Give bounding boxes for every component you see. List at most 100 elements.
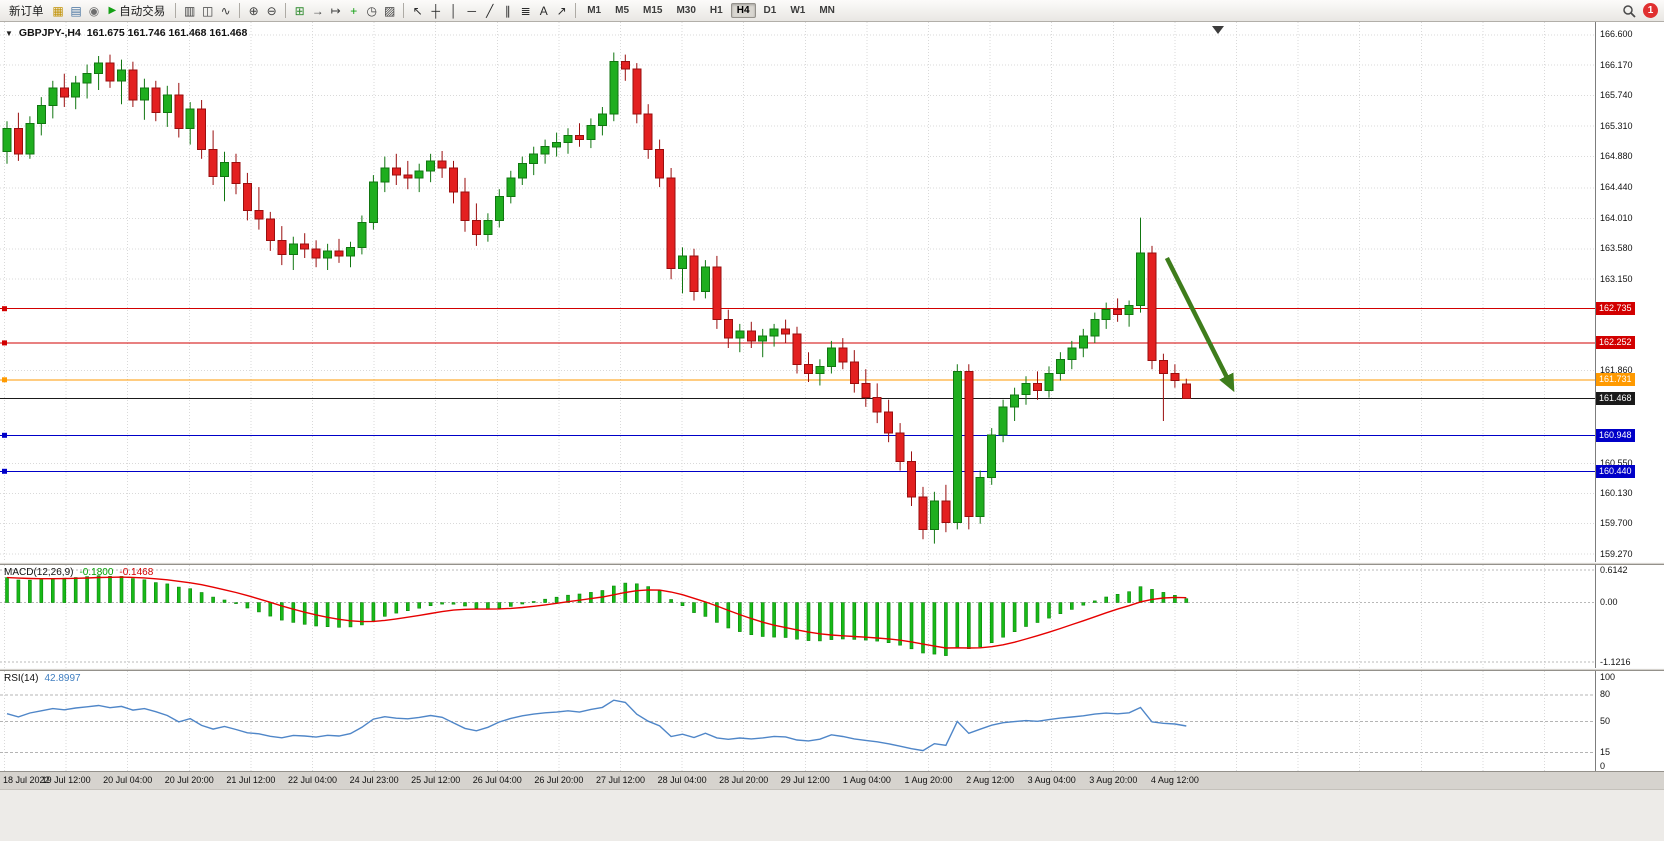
trendline-icon[interactable]: ╱	[486, 3, 494, 18]
zoom-out-icon[interactable]: ⊖	[266, 3, 277, 18]
toolbar-separator	[403, 3, 405, 18]
timeframe-toolbar: M1 M5 M15 M30 H1 H4 D1 W1 MN	[580, 3, 842, 18]
timeframe-M15[interactable]: M15	[643, 5, 663, 16]
rsi-chart-canvas[interactable]	[0, 671, 1595, 771]
timeframe-MN[interactable]: MN	[819, 5, 835, 16]
top-toolbar: 新订单 ▦ ▤ ◉ ▶ 自动交易 ▥ ◫ ∿ ⊕ ⊖ ⊞ → ↦ + ◷ ▨ ↖ ┼ │ ─ ╱ ∥ ≣ A ↗ M1 M5 M15 M…	[0, 0, 1664, 22]
trend-arrow[interactable]	[1164, 256, 1235, 393]
horizontal-line-160.948[interactable]	[0, 432, 1595, 438]
new-order-button-label: 新订单	[9, 5, 44, 18]
time-axis-label: 3 Aug 20:00	[1089, 775, 1138, 785]
macd-chart-canvas[interactable]	[0, 565, 1595, 668]
horizontal-line-160.440[interactable]	[0, 468, 1595, 474]
time-axis-label: 2 Aug 12:00	[966, 775, 1015, 785]
macd-histogram	[5, 575, 1189, 656]
price-line-badge: 160.948	[1596, 428, 1635, 442]
time-axis-label: 25 Jul 12:00	[411, 775, 461, 785]
time-axis-label: 27 Jul 12:00	[595, 775, 646, 785]
vertical-line-icon[interactable]: │	[449, 3, 458, 18]
market-watch-icon[interactable]: ▦	[52, 3, 64, 18]
data-window-icon[interactable]: ▤	[70, 3, 82, 18]
crosshair-icon[interactable]: ┼	[431, 3, 440, 18]
timeframe-H4[interactable]: H4	[730, 3, 756, 18]
notification-badge[interactable]: 1	[1643, 3, 1658, 18]
toolbar-separator	[575, 3, 577, 18]
timeframe-D1[interactable]: D1	[763, 5, 777, 16]
indicators-icon[interactable]: +	[350, 3, 358, 18]
timeframe-W1[interactable]: W1	[790, 5, 806, 16]
price-tick-label: -1.1216	[1600, 656, 1631, 667]
rsi-label-row: RSI(14) 42.8997	[4, 673, 81, 684]
search-icon[interactable]	[1620, 2, 1637, 19]
macd-main-value: -0.1800	[79, 567, 114, 578]
timeframe-M5[interactable]: M5	[615, 5, 630, 16]
chart-symbol-title: GBPJPY-,H4	[18, 27, 81, 39]
time-axis-label: 21 Jul 12:00	[226, 775, 276, 785]
macd-rsi-splitter[interactable]	[0, 668, 1664, 671]
new-order-button[interactable]: 新订单	[4, 2, 49, 20]
price-tick-label: 163.580	[1600, 243, 1633, 254]
time-axis-label: 28 Jul 20:00	[719, 775, 769, 785]
channel-icon[interactable]: ∥	[504, 3, 511, 18]
grid	[0, 671, 1595, 771]
time-axis-label: 26 Jul 04:00	[472, 775, 522, 785]
macd-axis[interactable]: 0.6142 0.00 -1.1216	[1595, 565, 1664, 668]
toolbar-separator	[175, 3, 177, 18]
auto-trading-button[interactable]: ▶ 自动交易	[104, 2, 171, 20]
price-axis[interactable]: 166.600 166.170 165.740 165.310 164.880 164.4…	[1595, 22, 1664, 562]
time-axis-label: 26 Jul 20:00	[534, 775, 584, 785]
window-bottom-area	[0, 789, 1664, 841]
tile-windows-icon[interactable]: ⊞	[294, 3, 305, 18]
templates-icon[interactable]: ▨	[384, 3, 396, 18]
price-tick-label: 164.010	[1600, 212, 1633, 223]
timeframe-M30[interactable]: M30	[676, 5, 696, 16]
chart-shift-icon[interactable]: ↦	[330, 3, 341, 18]
auto-scroll-icon[interactable]: →	[311, 3, 324, 18]
bar-chart-icon[interactable]: ▥	[184, 3, 196, 18]
chart-title-row: ▼ GBPJPY-,H4 161.675 161.746 161.468 161…	[5, 27, 247, 39]
horizontal-line-icon[interactable]: ─	[467, 3, 476, 18]
horizontal-line-162.735[interactable]	[0, 306, 1595, 312]
toolbar-separator	[285, 3, 287, 18]
time-axis-label: 3 Aug 04:00	[1027, 775, 1076, 785]
price-tick-label: 166.170	[1600, 59, 1633, 70]
text-icon[interactable]: A	[539, 3, 548, 18]
price-macd-splitter[interactable]	[0, 562, 1664, 565]
price-tick-label: 161.860	[1600, 365, 1633, 376]
current-price-badge: 161.468	[1596, 391, 1635, 405]
time-axis-label: 20 Jul 04:00	[103, 775, 153, 785]
price-tick-label: 159.700	[1600, 518, 1633, 529]
price-chart-canvas[interactable]	[0, 22, 1595, 562]
time-axis-label: 20 Jul 20:00	[164, 775, 214, 785]
time-axis[interactable]: 18 Jul 2022 19 Jul 12:00 20 Jul 04:00 20 Ju…	[0, 771, 1664, 789]
price-line-badge: 162.735	[1596, 302, 1635, 316]
rsi-line	[6, 699, 1187, 752]
time-axis-label: 24 Jul 23:00	[349, 775, 399, 785]
price-tick-label: 15	[1600, 747, 1611, 758]
horizontal-line-161.731[interactable]	[0, 377, 1595, 383]
rsi-pane: RSI(14) 42.8997 100 80 50 15 0	[0, 671, 1664, 771]
price-line-badge: 161.731	[1596, 373, 1635, 387]
periods-icon[interactable]: ◷	[366, 3, 377, 18]
time-axis-label: 1 Aug 20:00	[904, 775, 953, 785]
navigator-icon[interactable]: ◉	[88, 3, 100, 18]
price-tick-label: 159.270	[1600, 548, 1633, 559]
chart-menu-icon[interactable]: ▼	[5, 28, 13, 38]
timeframe-M1[interactable]: M1	[587, 5, 602, 16]
price-line-badge: 162.252	[1596, 336, 1635, 350]
zoom-in-icon[interactable]: ⊕	[248, 3, 259, 18]
cursor-icon[interactable]: ↖	[412, 3, 423, 18]
chart-ohlc-values: 161.675 161.746 161.468 161.468	[86, 27, 248, 39]
chart-shift-marker[interactable]	[1212, 26, 1224, 34]
time-axis-label: 4 Aug 12:00	[1150, 775, 1199, 785]
rsi-label: RSI(14)	[4, 673, 39, 684]
arrow-tool-icon[interactable]: ↗	[556, 3, 567, 18]
candlestick-chart-icon[interactable]: ◫	[202, 3, 214, 18]
fibonacci-icon[interactable]: ≣	[520, 3, 531, 18]
price-tick-label: 163.150	[1600, 273, 1633, 284]
timeframe-H1[interactable]: H1	[709, 5, 723, 16]
rsi-axis[interactable]: 100 80 50 15 0	[1595, 671, 1664, 771]
toolbar-right-group: 1	[1620, 2, 1660, 19]
line-chart-icon[interactable]: ∿	[220, 3, 231, 18]
price-tick-label: 164.880	[1600, 151, 1633, 162]
